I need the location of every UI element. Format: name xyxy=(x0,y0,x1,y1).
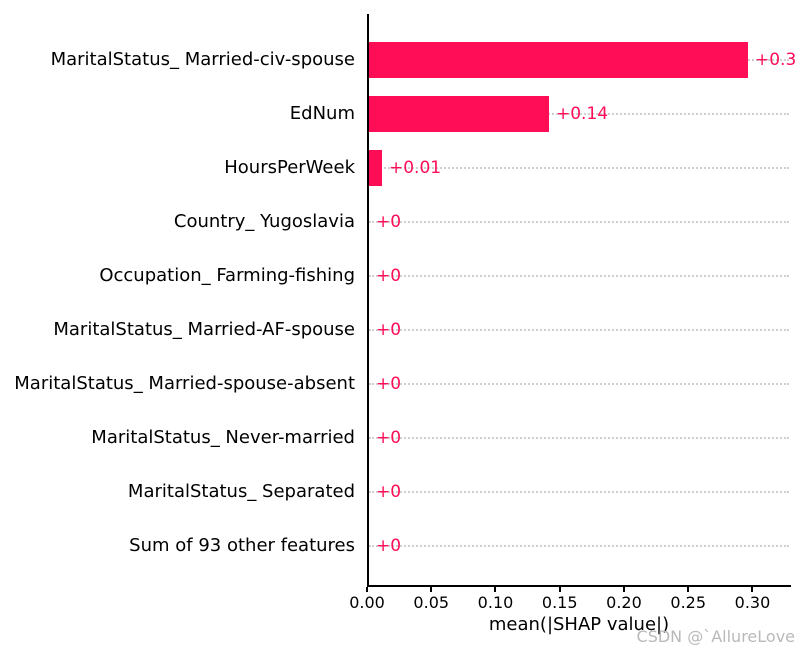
bar-value-label: +0 xyxy=(376,266,402,286)
x-axis-tick xyxy=(494,587,497,592)
feature-label: MaritalStatus_ Married-AF-spouse xyxy=(53,319,355,340)
feature-label: MaritalStatus_ Never-married xyxy=(91,427,355,448)
grid-line xyxy=(369,437,789,439)
watermark: CSDN @`AllureLove xyxy=(636,627,795,646)
x-axis-tick xyxy=(687,587,690,592)
bar xyxy=(369,42,748,78)
x-axis: 0.00 0.05 0.10 0.15 0.20 0.25 0.30 xyxy=(349,587,791,627)
bar xyxy=(369,96,549,132)
feature-label: Occupation_ Farming-fishing xyxy=(99,265,355,286)
bar-value-label: +0.14 xyxy=(556,104,609,124)
bar xyxy=(369,150,382,186)
x-axis-tick-label: 0.10 xyxy=(477,593,514,612)
grid-line xyxy=(369,167,789,169)
x-axis-tick xyxy=(622,587,625,592)
bar-value-label: +0 xyxy=(376,536,402,556)
x-axis-tick xyxy=(366,587,368,592)
bar-value-label: +0.01 xyxy=(389,158,442,178)
x-axis-title: mean(|SHAP value|) xyxy=(488,614,670,635)
plot-area: +0.3 +0.14 +0.01 +0 +0 +0 +0 +0 +0 +0 xyxy=(367,14,796,587)
grid-line xyxy=(369,545,789,547)
bar-value-label: +0 xyxy=(376,482,402,502)
grid-line xyxy=(369,383,789,385)
x-axis-tick-label: 0.20 xyxy=(606,593,642,612)
feature-label: HoursPerWeek xyxy=(224,157,355,178)
feature-label: Sum of 93 other features xyxy=(129,535,355,556)
x-axis-tick-label: 0.15 xyxy=(541,593,578,612)
bar-value-label: +0 xyxy=(376,320,402,340)
x-axis-tick-label: 0.25 xyxy=(670,593,707,612)
bar-value-label: +0 xyxy=(376,212,402,232)
feature-label: MaritalStatus_ Married-spouse-absent xyxy=(14,373,355,394)
grid-line xyxy=(369,275,789,277)
feature-label: Country_ Yugoslavia xyxy=(173,211,355,232)
grid-line xyxy=(369,221,789,223)
bar-value-label: +0 xyxy=(376,428,402,448)
grid-line xyxy=(369,113,789,115)
bar-value-label: +0 xyxy=(376,374,402,394)
feature-label: MaritalStatus_ Married-civ-spouse xyxy=(50,49,355,70)
x-axis-tick-label: 0.05 xyxy=(413,593,450,612)
feature-label: MaritalStatus_ Separated xyxy=(127,481,355,502)
x-axis-tick-label: 0.30 xyxy=(734,593,771,612)
grid-line xyxy=(369,329,789,331)
x-axis-tick xyxy=(558,587,561,592)
x-axis-tick xyxy=(751,587,754,592)
x-axis-tick-label: 0.00 xyxy=(349,593,385,612)
bar-value-label: +0.3 xyxy=(755,50,797,70)
feature-label: EdNum xyxy=(289,103,355,124)
grid-line xyxy=(369,491,789,493)
y-axis-labels: MaritalStatus_ Married-civ-spouse EdNum Ho… xyxy=(0,14,355,587)
x-axis-tick xyxy=(430,587,433,592)
